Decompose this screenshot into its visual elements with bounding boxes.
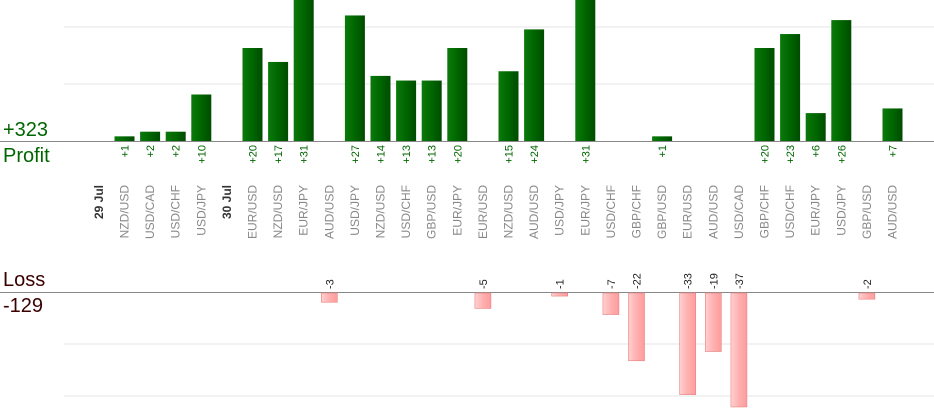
profit-bar: [191, 94, 212, 141]
loss-value-label: -33: [683, 273, 695, 289]
profit-bar: [805, 113, 826, 141]
pair-label: NZD/USD: [271, 185, 285, 239]
loss-bar: [704, 292, 722, 352]
pair-label: EUR/JPY: [450, 185, 464, 236]
pair-label: EUR/JPY: [578, 185, 592, 236]
profit-value-label: +20: [760, 145, 772, 164]
pair-label: USD/CHF: [169, 185, 183, 238]
profit-value-label: +23: [785, 145, 797, 164]
loss-bar: [320, 292, 338, 303]
profit-value-label: +15: [504, 145, 516, 164]
pair-label: AUD/USD: [886, 185, 900, 239]
profit-value-label: +7: [888, 145, 900, 158]
pair-label: AUD/USD: [322, 185, 336, 239]
profit-value-label: +14: [376, 145, 388, 164]
pair-label: USD/JPY: [553, 185, 567, 236]
pair-label: GBP/CHF: [630, 185, 644, 238]
profit-bar: [575, 0, 596, 141]
loss-bar: [602, 292, 620, 315]
profit-value-label: +13: [427, 145, 439, 164]
pair-label: AUD/USD: [706, 185, 720, 239]
profit-bar: [242, 48, 263, 141]
profit-value-label: +26: [836, 145, 848, 164]
profit-value-label: +10: [196, 145, 208, 164]
profit-bar: [344, 15, 365, 142]
profit-total: +323: [3, 119, 49, 141]
pair-label: USD/JPY: [834, 185, 848, 236]
pair-label: USD/CAD: [732, 185, 746, 239]
loss-bar: [730, 292, 748, 408]
pair-label: GBP/CHF: [758, 185, 772, 238]
profit-bar: [524, 29, 545, 141]
pair-label: EUR/JPY: [297, 185, 311, 236]
profit-value-label: +31: [299, 145, 311, 164]
loss-value-label: -7: [606, 279, 618, 289]
pair-label: GBP/USD: [860, 185, 874, 239]
profit-label: Profit: [3, 145, 50, 167]
profit-value-label: +2: [145, 145, 157, 158]
loss-bar: [679, 292, 697, 395]
pair-label: EUR/USD: [681, 185, 695, 239]
pair-label: GBP/USD: [655, 185, 669, 239]
loss-value-label: -19: [708, 273, 720, 289]
profit-value-label: +27: [350, 145, 362, 164]
profit-value-label: +2: [171, 145, 183, 158]
pair-label: EUR/USD: [246, 185, 260, 239]
profit-bar: [140, 131, 161, 141]
loss-value-label: -1: [555, 279, 567, 289]
profit-bar: [780, 34, 801, 141]
profit-bar: [396, 80, 417, 141]
profit-value-label: +17: [273, 145, 285, 164]
profit-bar: [268, 61, 289, 142]
loss-value-label: -5: [478, 279, 490, 289]
pair-label: USD/CHF: [399, 185, 413, 238]
profit-bar: [370, 75, 391, 141]
profit-bar: [421, 80, 442, 141]
loss-value-label: -22: [632, 273, 644, 289]
pair-label: NZD/USD: [374, 185, 388, 239]
pair-label: NZD/USD: [502, 185, 516, 239]
profit-bar: [882, 108, 903, 141]
pair-label: USD/JPY: [348, 185, 362, 236]
profit-bar: [498, 71, 519, 141]
loss-value-label: -3: [324, 279, 336, 289]
profit-bar: [165, 131, 186, 141]
profit-value-label: +6: [811, 145, 823, 158]
loss-bar: [628, 292, 645, 362]
profit-value-label: +1: [120, 145, 132, 158]
loss-value-label: -2: [862, 279, 874, 289]
loss-label: Loss: [3, 269, 46, 291]
pair-label: AUD/USD: [527, 185, 541, 239]
profit-bar: [652, 136, 673, 141]
loss-bar: [474, 292, 492, 309]
profit-value-label: +13: [401, 145, 413, 164]
pair-label: USD/JPY: [194, 185, 208, 236]
profit-value-label: +20: [248, 145, 260, 164]
profit-value-label: +1: [657, 145, 669, 158]
pair-label: EUR/JPY: [809, 185, 823, 236]
pair-label: NZD/USD: [118, 185, 132, 239]
loss-value-label: -37: [734, 273, 746, 289]
pair-label: EUR/USD: [476, 185, 490, 239]
profit-bar: [114, 136, 135, 141]
pair-label: USD/CHF: [783, 185, 797, 238]
loss-bar: [551, 292, 569, 297]
profit-bar: [447, 48, 468, 141]
pair-label: GBP/USD: [425, 185, 439, 239]
profit-value-label: +24: [529, 145, 541, 164]
profit-value-label: +31: [580, 145, 592, 164]
loss-bar: [858, 292, 876, 300]
loss-total: -129: [3, 295, 44, 317]
date-label: 29 Jul: [92, 185, 106, 219]
profit-bar: [293, 0, 314, 141]
profit-value-label: +20: [452, 145, 464, 164]
profit-bar: [754, 48, 775, 141]
pair-label: USD/CHF: [604, 185, 618, 238]
profit-bar: [831, 20, 852, 142]
pair-label: USD/CAD: [143, 185, 157, 239]
date-label: 30 Jul: [220, 185, 234, 219]
